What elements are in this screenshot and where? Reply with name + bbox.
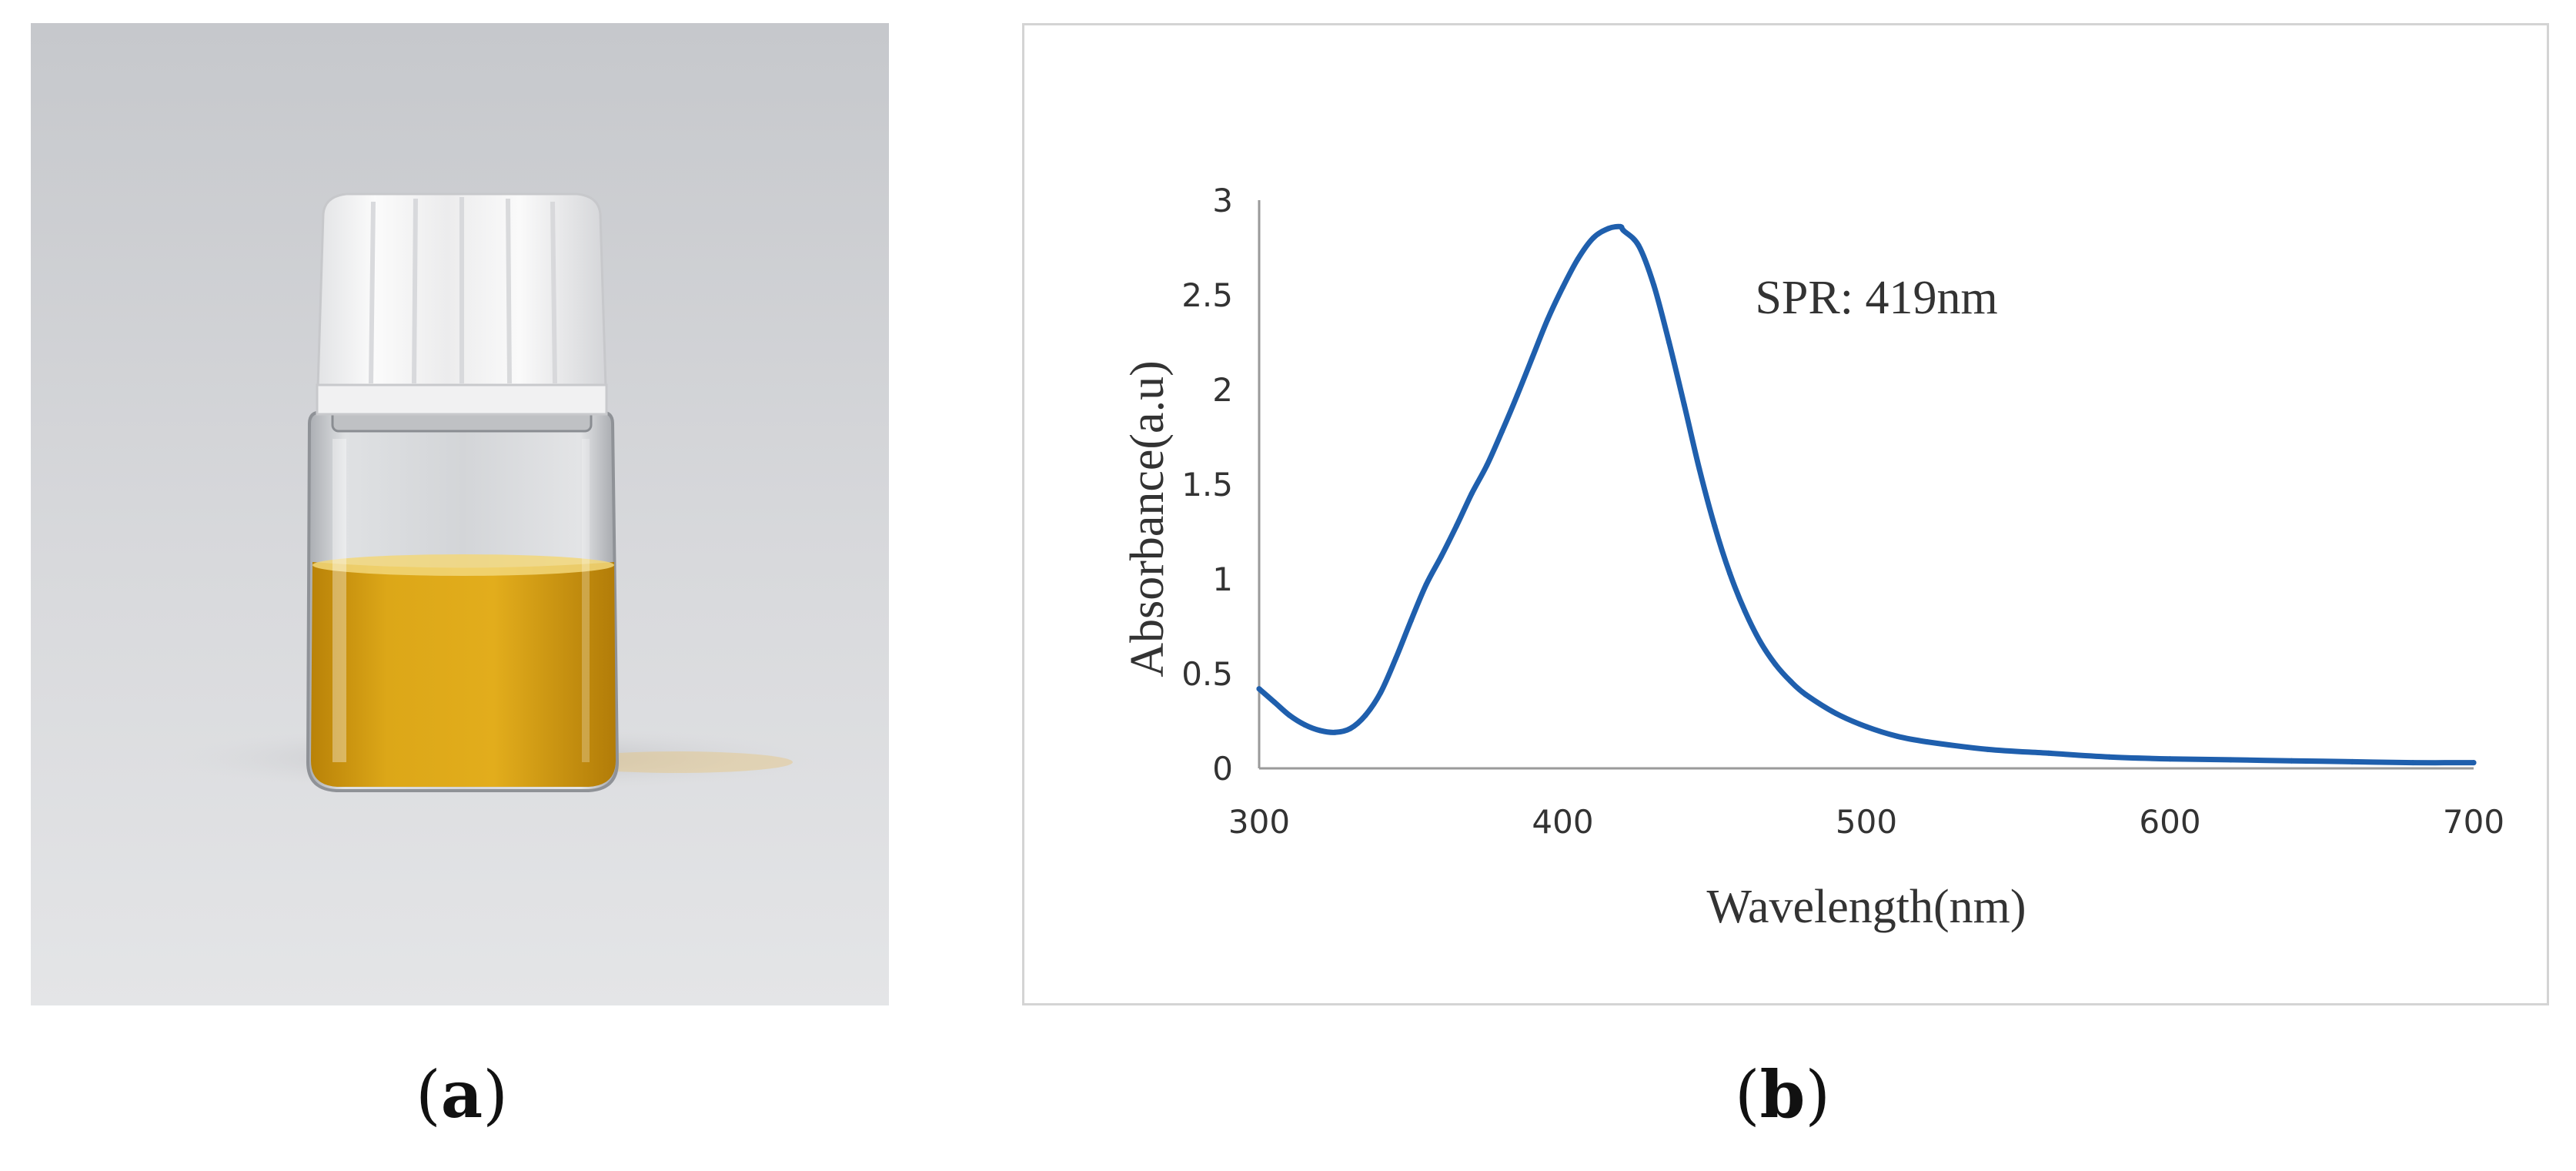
y-tick-label: 1 <box>1212 560 1233 598</box>
data-point <box>1468 490 1475 497</box>
x-tick-label: 300 <box>1228 803 1290 841</box>
y-tick-labels: 0 0.5 1 1.5 2 2.5 3 <box>1181 182 1233 788</box>
panel-label-a: (a) <box>369 1056 554 1133</box>
x-tick-labels: 300 400 500 600 700 <box>1228 803 2504 841</box>
panel-label-b-open: ( <box>1734 1057 1760 1133</box>
data-point <box>2046 750 2052 756</box>
data-point <box>1317 728 1323 734</box>
data-point <box>2227 757 2234 763</box>
vial-photo <box>31 23 889 1005</box>
data-point <box>1803 691 1809 698</box>
data-point <box>1271 699 1278 705</box>
data-point <box>1651 283 1657 289</box>
x-tick-label: 600 <box>2139 803 2200 841</box>
data-point <box>1560 284 1565 290</box>
data-point <box>1727 570 1732 577</box>
y-tick-label: 0.5 <box>1181 655 1233 693</box>
data-point <box>1438 554 1445 559</box>
x-tick-label: 400 <box>1532 803 1593 841</box>
x-tick-label: 500 <box>1836 803 1897 841</box>
data-point <box>2471 760 2477 766</box>
liquid-glow <box>562 751 793 773</box>
data-point <box>1484 462 1490 468</box>
absorbance-chart-svg: 0 0.5 1 1.5 2 2.5 3 300 400 500 600 700 SPR: 419nm… <box>1121 182 2504 933</box>
y-tick-label: 1.5 <box>1181 466 1233 504</box>
x-axis-title: Wavelength(nm) <box>1706 881 2026 933</box>
data-point <box>1894 733 1899 739</box>
panel-label-a-letter: a <box>440 1056 483 1133</box>
data-point <box>1286 712 1292 718</box>
panel-label-b-close: ) <box>1805 1057 1831 1133</box>
data-point <box>1590 235 1596 241</box>
vial-photo-drawing <box>31 23 889 1005</box>
vial-liquid <box>311 562 616 787</box>
data-point <box>1924 739 1930 745</box>
data-point <box>1499 428 1505 434</box>
data-point <box>1529 354 1535 360</box>
data-point <box>1332 729 1338 735</box>
data-point <box>2410 760 2416 766</box>
cap-ridges <box>369 197 557 384</box>
y-tick-label: 0 <box>1212 750 1233 788</box>
glass-highlight <box>332 439 346 762</box>
data-point <box>1408 617 1414 624</box>
data-point <box>1712 523 1718 529</box>
data-point <box>1681 402 1687 408</box>
data-point <box>1362 712 1368 718</box>
data-point <box>1863 724 1869 730</box>
data-point <box>1635 243 1642 249</box>
spr-annotation: SPR: 419nm <box>1755 272 1997 324</box>
panel-label-b: (b) <box>1690 1056 1875 1133</box>
glass-highlight-right <box>582 439 590 762</box>
panel-label-a-close: ) <box>483 1057 508 1133</box>
data-point <box>1514 392 1520 398</box>
data-point <box>1423 581 1429 587</box>
panel-label-b-letter: b <box>1759 1056 1806 1133</box>
data-point <box>1666 340 1672 345</box>
y-tick-label: 2 <box>1212 371 1233 409</box>
data-point <box>2349 758 2355 764</box>
data-points <box>1256 223 2477 766</box>
data-point <box>1742 608 1748 614</box>
data-point <box>1256 686 1262 692</box>
data-point <box>1787 678 1793 684</box>
absorbance-series-line <box>1256 223 2477 766</box>
data-point <box>1985 746 1991 752</box>
vial-cap-rim <box>316 383 608 416</box>
data-point <box>1696 466 1702 472</box>
liquid-meniscus <box>312 554 614 576</box>
data-point <box>2107 754 2113 760</box>
data-point <box>1393 655 1398 661</box>
data-point <box>1605 226 1612 232</box>
data-point <box>1545 316 1551 323</box>
y-tick-label: 3 <box>1212 182 1233 219</box>
data-point <box>1618 223 1623 229</box>
data-point <box>1833 711 1839 717</box>
data-point <box>1347 725 1353 731</box>
data-point <box>1575 256 1581 262</box>
y-axis-title: Absorbance(a.u) <box>1121 360 1174 677</box>
data-point <box>1772 661 1779 667</box>
data-point <box>1453 523 1459 529</box>
data-point <box>1301 721 1308 728</box>
chart-axes <box>1258 200 2474 770</box>
panel-label-a-open: ( <box>416 1057 441 1133</box>
absorbance-chart: 0 0.5 1 1.5 2 2.5 3 300 400 500 600 700 SPR: 419nm… <box>1022 23 2549 1005</box>
data-point <box>2167 756 2173 762</box>
data-point <box>1757 638 1763 644</box>
y-tick-label: 2.5 <box>1181 276 1233 314</box>
data-point <box>1378 690 1384 696</box>
data-point <box>1620 227 1626 233</box>
data-point <box>2288 758 2294 764</box>
x-tick-label: 700 <box>2443 803 2504 841</box>
